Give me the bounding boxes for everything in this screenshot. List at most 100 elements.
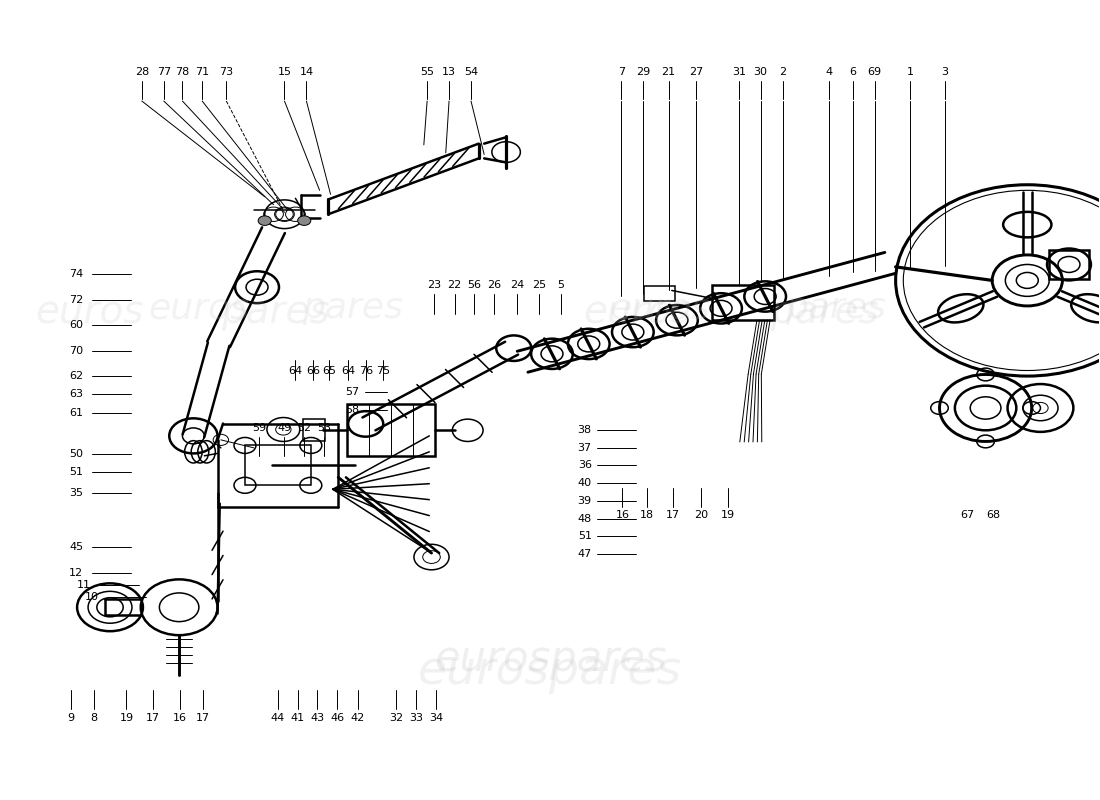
Text: 27: 27 — [689, 67, 703, 77]
Text: 32: 32 — [389, 713, 404, 722]
Text: 9: 9 — [67, 713, 74, 722]
Text: 76: 76 — [359, 366, 373, 376]
Text: 45: 45 — [69, 542, 84, 553]
Text: euros: euros — [35, 294, 143, 331]
Text: euros: euros — [148, 291, 250, 326]
Text: 23: 23 — [427, 280, 441, 290]
Text: 49: 49 — [277, 423, 292, 434]
Text: 13: 13 — [442, 67, 456, 77]
Text: 6: 6 — [849, 67, 856, 77]
Text: 61: 61 — [69, 408, 82, 418]
Text: 74: 74 — [69, 269, 84, 279]
Text: 39: 39 — [578, 496, 592, 506]
Circle shape — [298, 216, 311, 226]
Text: 8: 8 — [90, 713, 97, 722]
Text: 22: 22 — [448, 280, 462, 290]
Text: 41: 41 — [290, 713, 305, 722]
Text: 21: 21 — [661, 67, 675, 77]
Text: 18: 18 — [639, 510, 653, 520]
Bar — [346, 404, 434, 456]
Text: 66: 66 — [306, 366, 320, 376]
Text: 34: 34 — [429, 713, 443, 722]
Text: 65: 65 — [322, 366, 337, 376]
Text: 67: 67 — [960, 510, 974, 520]
Text: 2: 2 — [779, 67, 786, 77]
Text: 14: 14 — [299, 67, 314, 77]
Text: 1: 1 — [906, 67, 913, 77]
Text: 73: 73 — [219, 67, 233, 77]
Bar — [245, 446, 311, 486]
Text: 31: 31 — [732, 67, 746, 77]
Text: 46: 46 — [330, 713, 344, 722]
Text: 26: 26 — [487, 280, 502, 290]
Text: 58: 58 — [345, 405, 359, 414]
Text: 47: 47 — [578, 549, 592, 559]
Text: 17: 17 — [145, 713, 160, 722]
Text: 5: 5 — [558, 280, 564, 290]
Text: 11: 11 — [77, 580, 90, 590]
Text: pares: pares — [784, 291, 886, 326]
Text: pares: pares — [221, 294, 330, 331]
Bar — [1049, 250, 1089, 279]
Text: 78: 78 — [175, 67, 189, 77]
Text: euros: euros — [609, 291, 711, 326]
Text: 40: 40 — [578, 478, 592, 488]
Text: 17: 17 — [666, 510, 680, 520]
Text: 20: 20 — [694, 510, 708, 520]
Text: 30: 30 — [754, 67, 768, 77]
Text: pares: pares — [302, 291, 403, 326]
Bar — [304, 419, 326, 442]
Text: 71: 71 — [195, 67, 209, 77]
Text: 48: 48 — [578, 514, 592, 524]
Text: 19: 19 — [120, 713, 133, 722]
Text: 4: 4 — [825, 67, 833, 77]
Text: 69: 69 — [868, 67, 882, 77]
Text: 62: 62 — [69, 371, 84, 381]
Text: 29: 29 — [636, 67, 650, 77]
Text: 56: 56 — [468, 280, 482, 290]
Text: eurospares: eurospares — [433, 638, 667, 680]
Text: 19: 19 — [720, 510, 735, 520]
Text: 35: 35 — [69, 488, 82, 498]
Text: 77: 77 — [156, 67, 170, 77]
Text: 52: 52 — [297, 423, 311, 434]
Text: 3: 3 — [942, 67, 948, 77]
Text: 7: 7 — [618, 67, 625, 77]
Text: 59: 59 — [252, 423, 266, 434]
Text: 55: 55 — [420, 67, 434, 77]
Text: 70: 70 — [69, 346, 84, 355]
Bar — [645, 286, 675, 301]
Text: 64: 64 — [341, 366, 355, 376]
Text: 53: 53 — [317, 423, 331, 434]
Text: 72: 72 — [69, 294, 84, 305]
Text: 10: 10 — [85, 592, 98, 602]
Text: 43: 43 — [310, 713, 324, 722]
Circle shape — [258, 216, 272, 226]
Text: 36: 36 — [578, 460, 592, 470]
Bar — [713, 285, 773, 320]
Text: 42: 42 — [351, 713, 365, 722]
Text: 51: 51 — [69, 466, 82, 477]
Text: 44: 44 — [271, 713, 285, 722]
Text: 16: 16 — [173, 713, 187, 722]
Text: 12: 12 — [69, 568, 84, 578]
Text: 54: 54 — [464, 67, 478, 77]
Text: 28: 28 — [134, 67, 148, 77]
Text: 50: 50 — [69, 450, 82, 459]
Text: 60: 60 — [69, 320, 82, 330]
Text: euros: euros — [583, 294, 692, 331]
Text: 37: 37 — [578, 443, 592, 453]
Text: 38: 38 — [578, 426, 592, 435]
Text: 75: 75 — [376, 366, 390, 376]
Text: 68: 68 — [987, 510, 1000, 520]
Text: 33: 33 — [409, 713, 424, 722]
Text: 64: 64 — [288, 366, 302, 376]
Text: 25: 25 — [532, 280, 546, 290]
Text: 16: 16 — [615, 510, 629, 520]
Text: 15: 15 — [277, 67, 292, 77]
Text: 63: 63 — [69, 389, 82, 398]
Text: 17: 17 — [196, 713, 210, 722]
Text: 24: 24 — [510, 280, 525, 290]
Text: eurospares: eurospares — [418, 649, 682, 694]
Text: 57: 57 — [345, 387, 359, 397]
